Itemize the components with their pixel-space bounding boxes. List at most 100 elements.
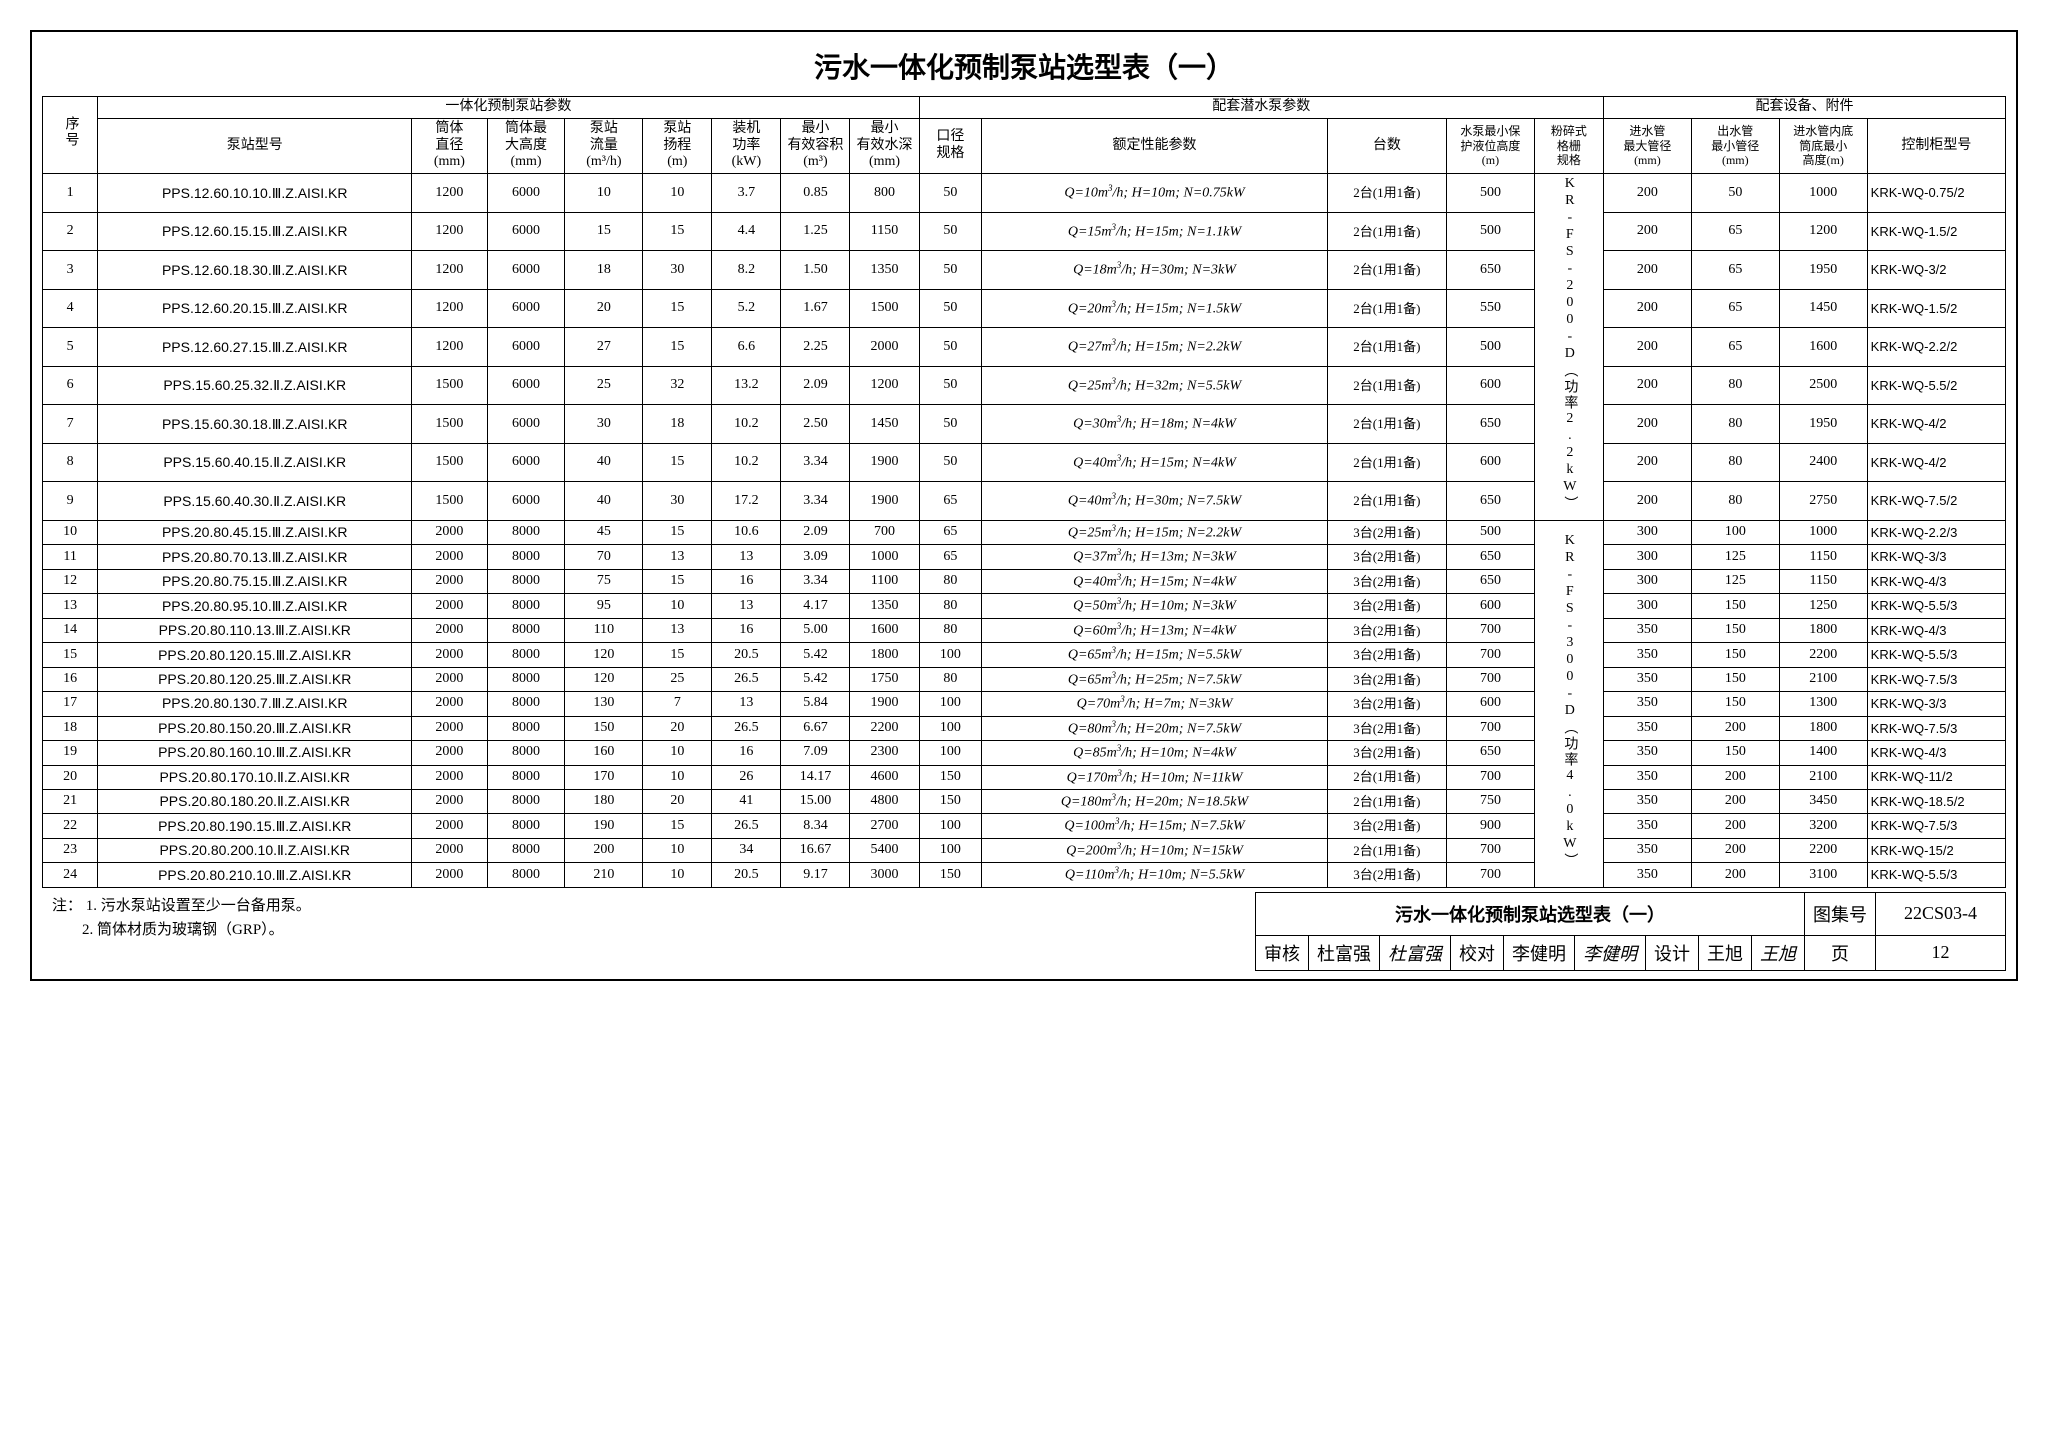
cell-count: 2台(1用1备) — [1327, 405, 1446, 444]
cell-bot: 2100 — [1779, 667, 1867, 691]
cell-bot: 1000 — [1779, 520, 1867, 544]
cell-cabinet: KRK-WQ-5.5/2 — [1867, 366, 2005, 405]
cell-bot: 2750 — [1779, 482, 1867, 521]
cell-head: 10 — [643, 863, 712, 887]
cell-inlet: 350 — [1603, 692, 1691, 716]
cell-model: PPS.20.80.45.15.Ⅲ.Z.AISI.KR — [98, 520, 412, 544]
cell-power: 6.6 — [712, 328, 781, 367]
cell-count: 2台(1用1备) — [1327, 328, 1446, 367]
cell-minpump: 2700 — [850, 814, 919, 838]
cell-seq: 9 — [43, 482, 98, 521]
design-name: 王旭 — [1699, 935, 1752, 970]
cell-power: 13 — [712, 594, 781, 618]
cell-caliber: 80 — [919, 618, 982, 642]
cell-vol: 5.00 — [781, 618, 850, 642]
cell-power: 5.2 — [712, 289, 781, 328]
cell-bot: 1950 — [1779, 251, 1867, 290]
cell-count: 2台(1用1备) — [1327, 443, 1446, 482]
cell-cabinet: KRK-WQ-7.5/3 — [1867, 814, 2005, 838]
table-row: 21PPS.20.80.180.20.Ⅱ.Z.AISI.KR2000800018… — [43, 789, 2006, 813]
cell-caliber: 65 — [919, 520, 982, 544]
col-minpump: 最小有效水深(mm) — [850, 118, 919, 173]
cell-bot: 3100 — [1779, 863, 1867, 887]
cell-head: 20 — [643, 789, 712, 813]
cell-minpump: 1600 — [850, 618, 919, 642]
cell-model: PPS.20.80.200.10.Ⅱ.Z.AISI.KR — [98, 838, 412, 862]
cell-minpump: 2200 — [850, 716, 919, 740]
table-row: 6PPS.15.60.25.32.Ⅱ.Z.AISI.KR150060002532… — [43, 366, 2006, 405]
cell-seq: 5 — [43, 328, 98, 367]
cell-minpump: 5400 — [850, 838, 919, 862]
cell-level: 750 — [1446, 789, 1534, 813]
col-grid: 粉碎式格栅规格 — [1534, 118, 1603, 173]
cell-rated: Q=65m3/h; H=15m; N=5.5kW — [982, 643, 1327, 667]
cell-caliber: 50 — [919, 289, 982, 328]
cell-head: 10 — [643, 594, 712, 618]
cell-diam: 2000 — [412, 594, 487, 618]
cell-cabinet: KRK-WQ-5.5/3 — [1867, 643, 2005, 667]
cell-cabinet: KRK-WQ-15/2 — [1867, 838, 2005, 862]
cell-inlet: 200 — [1603, 366, 1691, 405]
col-vol: 最小有效容积(m³) — [781, 118, 850, 173]
cell-model: PPS.15.60.40.30.Ⅱ.Z.AISI.KR — [98, 482, 412, 521]
cell-model: PPS.20.80.70.13.Ⅲ.Z.AISI.KR — [98, 545, 412, 569]
cell-flow: 110 — [565, 618, 643, 642]
cell-model: PPS.20.80.110.13.Ⅲ.Z.AISI.KR — [98, 618, 412, 642]
cell-inlet: 350 — [1603, 716, 1691, 740]
cell-model: PPS.15.60.40.15.Ⅱ.Z.AISI.KR — [98, 443, 412, 482]
cell-count: 3台(2用1备) — [1327, 741, 1446, 765]
cell-bot: 2200 — [1779, 838, 1867, 862]
cell-cabinet: KRK-WQ-5.5/3 — [1867, 863, 2005, 887]
cell-rated: Q=10m3/h; H=10m; N=0.75kW — [982, 174, 1327, 213]
cell-outlet: 200 — [1691, 863, 1779, 887]
cell-model: PPS.20.80.180.20.Ⅱ.Z.AISI.KR — [98, 789, 412, 813]
cell-count: 3台(2用1备) — [1327, 618, 1446, 642]
cell-diam: 1200 — [412, 251, 487, 290]
table-row: 8PPS.15.60.40.15.Ⅱ.Z.AISI.KR150060004015… — [43, 443, 2006, 482]
cell-minpump: 1150 — [850, 212, 919, 251]
cell-inlet: 300 — [1603, 545, 1691, 569]
cell-rated: Q=27m3/h; H=15m; N=2.2kW — [982, 328, 1327, 367]
cell-cabinet: KRK-WQ-1.5/2 — [1867, 212, 2005, 251]
cell-inlet: 300 — [1603, 569, 1691, 593]
cell-count: 3台(2用1备) — [1327, 643, 1446, 667]
cell-bot: 1200 — [1779, 212, 1867, 251]
cell-seq: 11 — [43, 545, 98, 569]
cell-vol: 1.50 — [781, 251, 850, 290]
cell-outlet: 200 — [1691, 814, 1779, 838]
cell-vol: 8.34 — [781, 814, 850, 838]
cell-flow: 160 — [565, 741, 643, 765]
cell-diam: 1500 — [412, 366, 487, 405]
cell-level: 600 — [1446, 692, 1534, 716]
cell-bot: 1800 — [1779, 716, 1867, 740]
cell-diam: 2000 — [412, 545, 487, 569]
header-group1: 一体化预制泵站参数 — [98, 97, 919, 119]
cell-head: 25 — [643, 667, 712, 691]
cell-minpump: 1800 — [850, 643, 919, 667]
grid-spec-1: KR-FS-200-D（功率2.2kW） — [1534, 174, 1603, 521]
col-count: 台数 — [1327, 118, 1446, 173]
cell-minpump: 2000 — [850, 328, 919, 367]
cell-level: 650 — [1446, 741, 1534, 765]
cell-outlet: 65 — [1691, 289, 1779, 328]
table-row: 20PPS.20.80.170.10.Ⅱ.Z.AISI.KR2000800017… — [43, 765, 2006, 789]
cell-minpump: 4600 — [850, 765, 919, 789]
cell-outlet: 150 — [1691, 594, 1779, 618]
cell-caliber: 50 — [919, 212, 982, 251]
cell-caliber: 65 — [919, 545, 982, 569]
cell-diam: 2000 — [412, 789, 487, 813]
cell-head: 18 — [643, 405, 712, 444]
cell-bot: 1450 — [1779, 289, 1867, 328]
cell-inlet: 350 — [1603, 741, 1691, 765]
cell-outlet: 100 — [1691, 520, 1779, 544]
cell-bot: 1600 — [1779, 328, 1867, 367]
cell-vol: 1.25 — [781, 212, 850, 251]
cell-flow: 190 — [565, 814, 643, 838]
cell-rated: Q=170m3/h; H=10m; N=11kW — [982, 765, 1327, 789]
cell-rated: Q=60m3/h; H=13m; N=4kW — [982, 618, 1327, 642]
cell-vol: 2.50 — [781, 405, 850, 444]
cell-flow: 40 — [565, 482, 643, 521]
cell-inlet: 200 — [1603, 405, 1691, 444]
cell-maxh: 8000 — [487, 863, 565, 887]
cell-vol: 6.67 — [781, 716, 850, 740]
